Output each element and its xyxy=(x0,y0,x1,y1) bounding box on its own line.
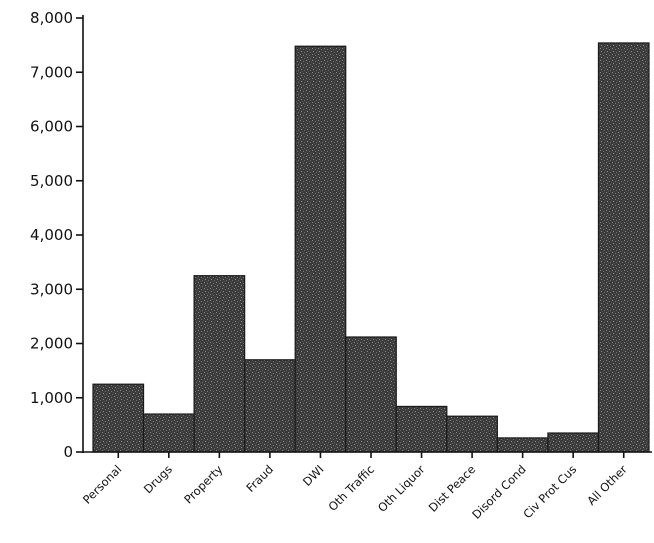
bar-oth-traffic xyxy=(345,336,397,453)
y-tick-label: 8,000 xyxy=(30,9,73,27)
x-tick-label: Dist Peace xyxy=(426,462,479,515)
y-tick-label: 1,000 xyxy=(30,389,73,407)
bar-property xyxy=(193,275,246,453)
x-tick-label: DWI xyxy=(300,462,327,489)
bar-group xyxy=(92,42,650,453)
x-tick-label: Fraud xyxy=(243,462,276,495)
y-tick-label: 3,000 xyxy=(30,280,73,298)
y-tick-label: 7,000 xyxy=(30,63,73,81)
y-axis: 0 1,000 2,000 3,000 4,000 5,000 6,000 7,000 8,00… xyxy=(30,9,84,461)
bar-all-other xyxy=(597,42,650,453)
x-tick-label: All Other xyxy=(584,462,630,508)
bar-fraud xyxy=(244,359,296,453)
y-tick-label: 2,000 xyxy=(30,335,73,353)
y-tick-label: 6,000 xyxy=(30,118,73,136)
x-tick-label: Civ Prot Cus xyxy=(520,462,579,521)
x-tick-label: Oth Liquor xyxy=(375,462,428,515)
bar-personal xyxy=(92,383,145,453)
x-tick-label: Personal xyxy=(80,462,124,506)
y-tick-label: 0 xyxy=(63,443,73,461)
y-tick-label: 4,000 xyxy=(30,226,73,244)
bar-dwi xyxy=(294,45,347,453)
x-tick-label: Oth Traffic xyxy=(325,462,377,514)
bar-disord-cond xyxy=(496,437,549,453)
x-tick-label: Drugs xyxy=(141,462,175,496)
x-tick-label: Property xyxy=(181,462,225,506)
bar-drugs xyxy=(142,413,195,453)
bar-dist-peace xyxy=(446,415,498,453)
bar-civ-prot-cus xyxy=(547,432,600,453)
y-tick-label: 5,000 xyxy=(30,172,73,190)
bar-oth-liquor xyxy=(395,405,448,453)
x-tick-label: Disord Cond xyxy=(469,462,529,522)
